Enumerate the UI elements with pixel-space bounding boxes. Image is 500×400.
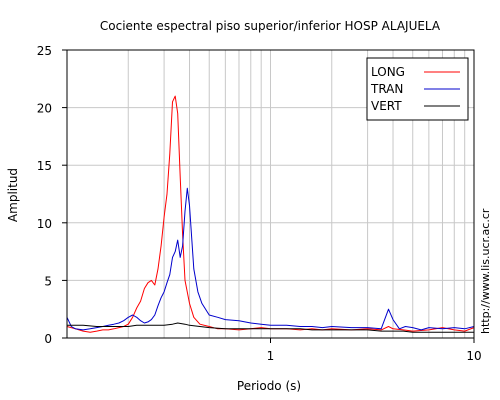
x-tick-label: 10	[466, 349, 481, 363]
x-axis-label: Periodo (s)	[237, 379, 301, 393]
chart-legend: LONG TRAN VERT	[366, 57, 469, 121]
side-url-label: http://www.lis.ucr.ac.cr	[479, 208, 492, 334]
y-tick-label: 10	[37, 217, 52, 231]
y-tick-label: 5	[44, 274, 52, 288]
axis-ticks: 0 5 10 15 20 25 1 10	[37, 44, 482, 363]
series-line-tran	[66, 187, 475, 331]
legend-label-tran: TRAN	[370, 82, 403, 96]
y-tick-label: 20	[37, 102, 52, 116]
series-line-vert	[67, 322, 474, 333]
y-tick-label: 15	[37, 159, 52, 173]
x-tick-label: 1	[267, 349, 275, 363]
legend-label-vert: VERT	[371, 99, 402, 113]
y-tick-label: 25	[37, 44, 52, 58]
y-tick-label: 0	[44, 332, 52, 346]
legend-label-long: LONG	[371, 65, 405, 79]
series-lines	[66, 95, 475, 333]
chart-title: Cociente espectral piso superior/inferio…	[100, 19, 441, 33]
y-axis-label: Amplitud	[6, 168, 20, 222]
